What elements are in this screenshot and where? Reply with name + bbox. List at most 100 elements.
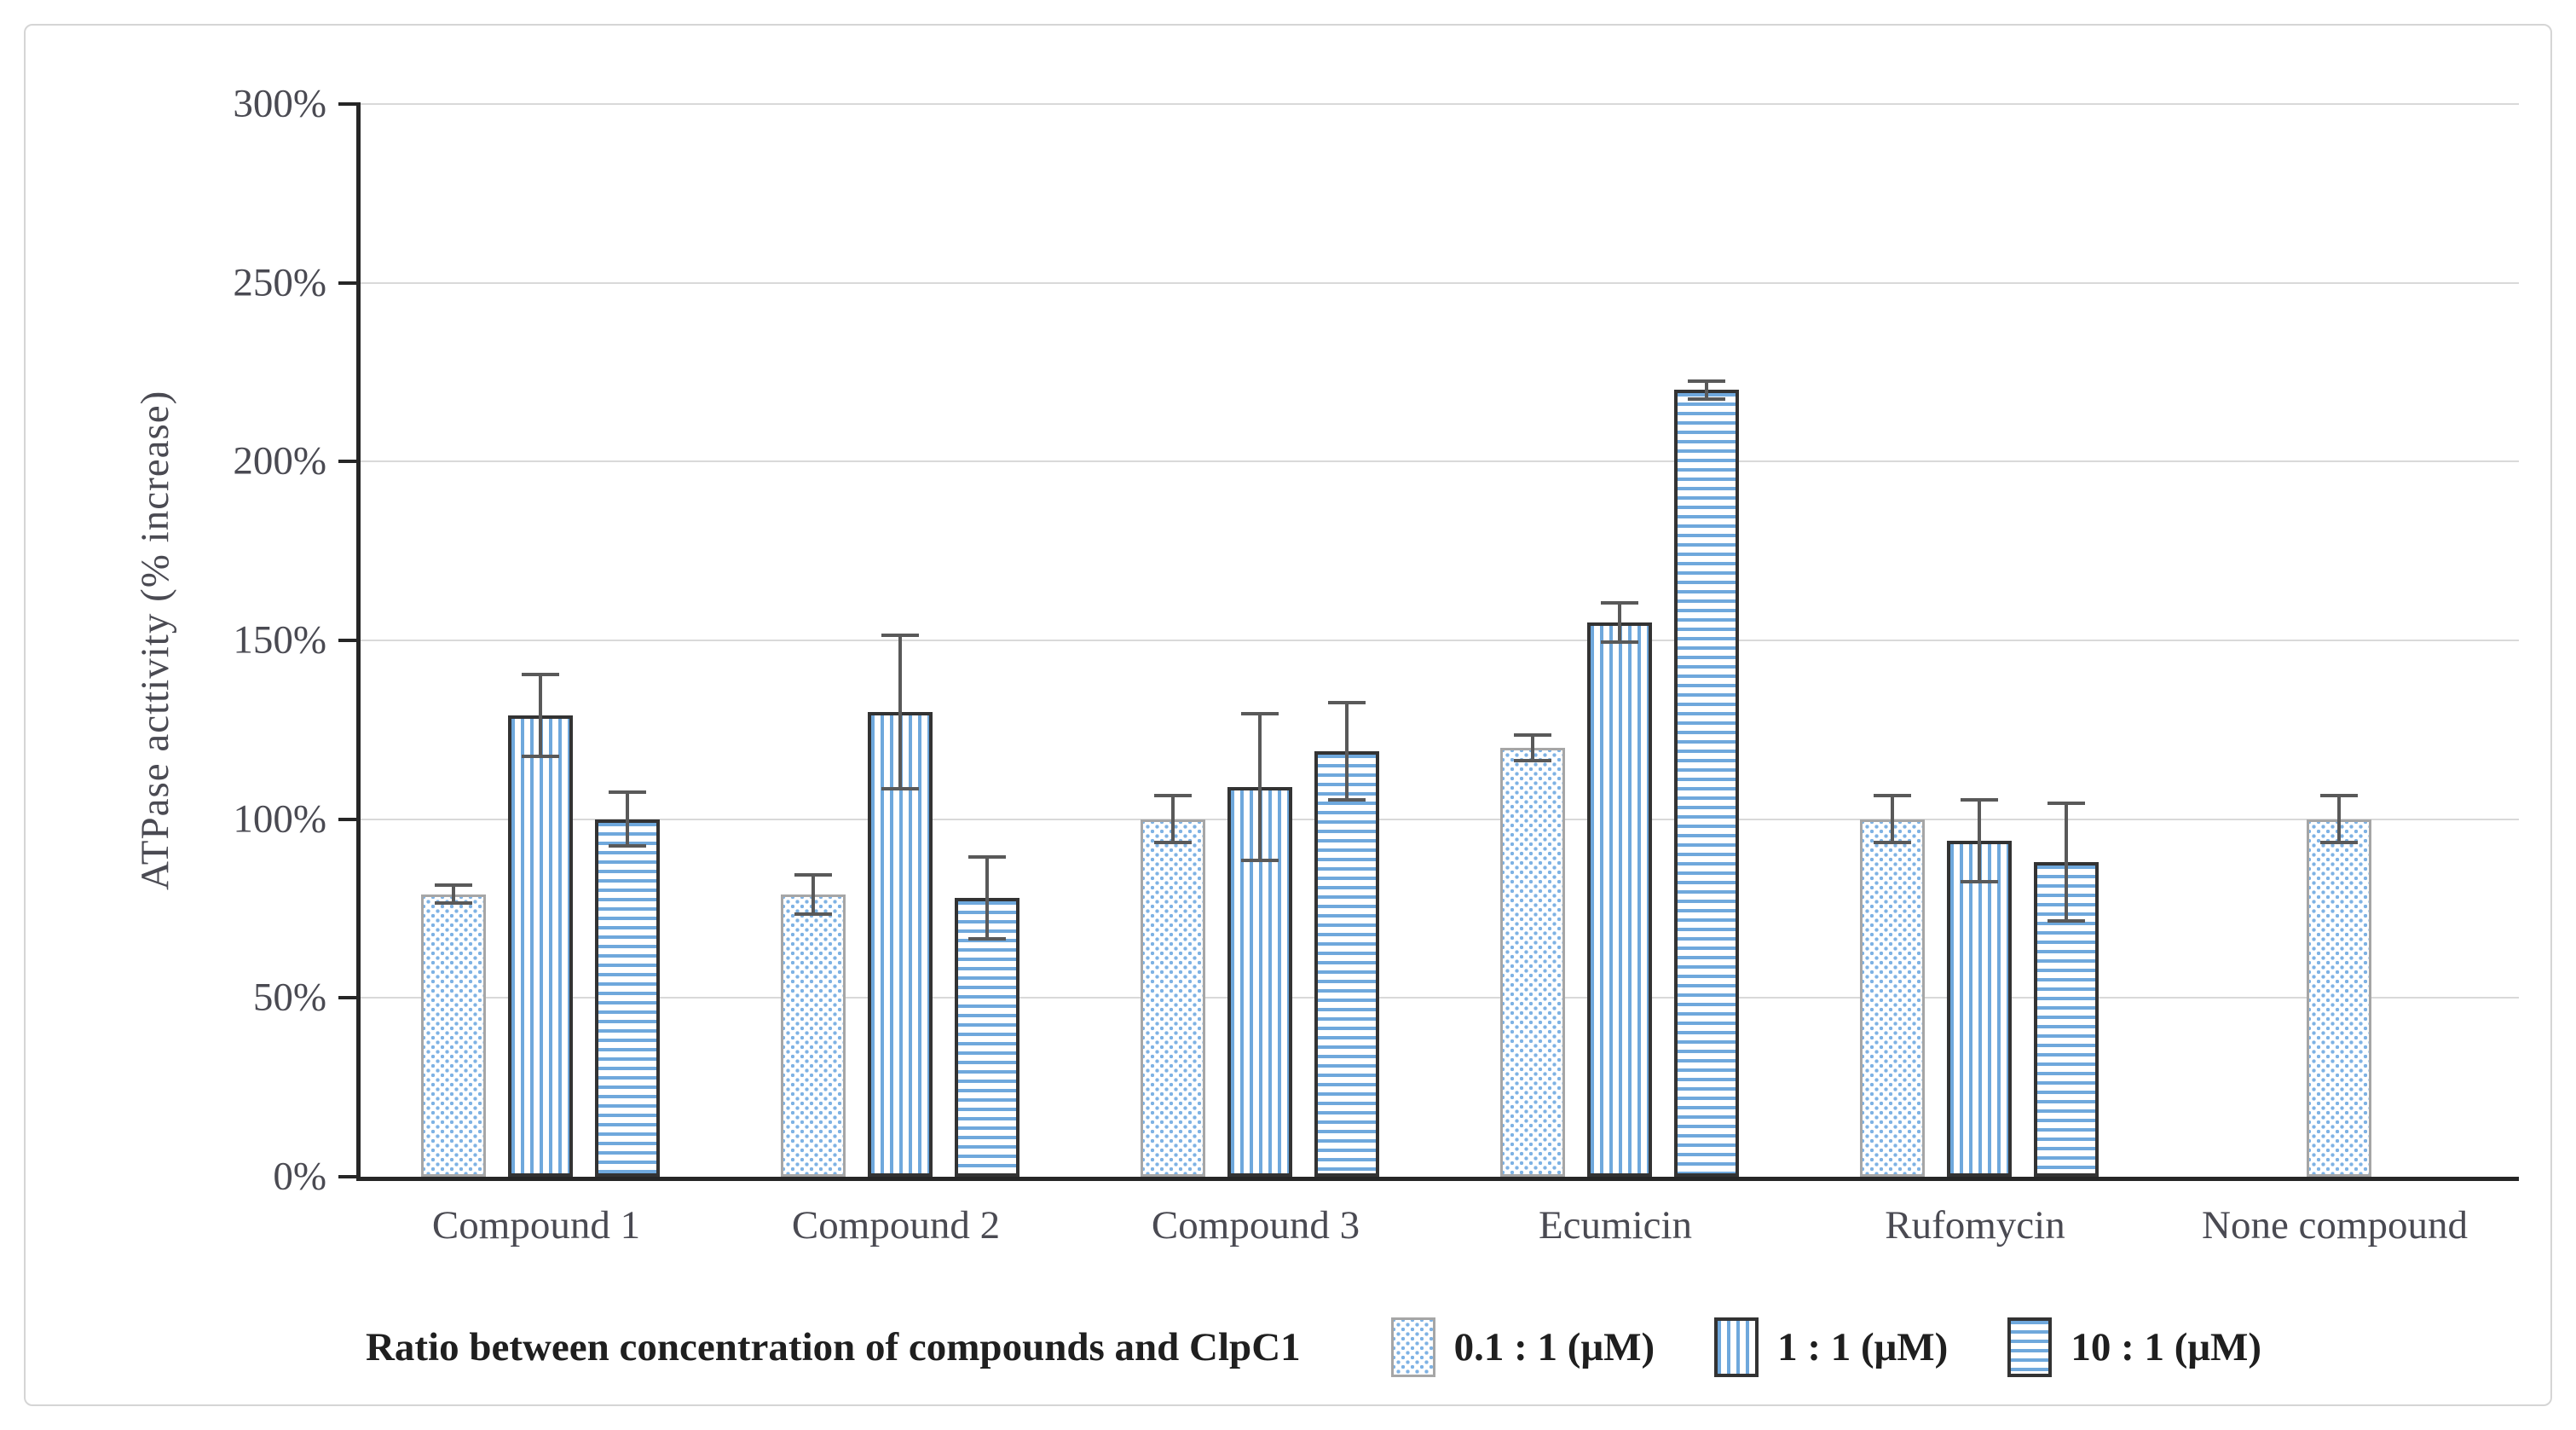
bar-slot xyxy=(1141,104,1205,1177)
error-bar-cap-bottom xyxy=(1241,859,1279,862)
gridline-250% xyxy=(361,281,2519,284)
bar-groups xyxy=(361,104,2519,1177)
error-bar-cap-top xyxy=(1601,600,1638,605)
bar-group-3 xyxy=(1080,104,1440,1177)
bar-slot xyxy=(421,104,486,1177)
error-bar-cap-top xyxy=(968,854,1006,859)
x-category-label: Compound 2 xyxy=(791,1203,1001,1248)
error-bar-stem xyxy=(2337,794,2341,845)
error-bar xyxy=(609,790,646,848)
error-bar-cap-bottom xyxy=(1328,797,1366,802)
bar xyxy=(1314,751,1379,1177)
error-bar-cap-top xyxy=(1154,794,1192,798)
y-tick-label: 0% xyxy=(273,1154,326,1199)
error-bar xyxy=(1961,797,1998,884)
bar xyxy=(508,715,573,1177)
error-bar-cap-top xyxy=(2320,794,2358,798)
bar-slot xyxy=(1674,104,1739,1177)
x-category-label: None compound xyxy=(2202,1203,2468,1248)
bar xyxy=(595,819,660,1177)
bar-slot xyxy=(595,104,660,1177)
bar xyxy=(1141,819,1205,1177)
bar-slot xyxy=(1947,104,2012,1177)
error-bar-cap-top xyxy=(1328,701,1366,705)
bar xyxy=(1674,390,1739,1177)
bar xyxy=(781,894,846,1177)
error-bar-cap-bottom xyxy=(522,755,559,759)
legend-item: 10 : 1 (μM) xyxy=(2007,1317,2261,1377)
y-tick-mark xyxy=(338,460,361,464)
gridline-100% xyxy=(361,818,2519,820)
error-bar-cap-top xyxy=(794,872,832,877)
bar xyxy=(421,894,486,1177)
error-bar-cap-top xyxy=(1241,711,1279,715)
bar-group-1 xyxy=(361,104,720,1177)
y-tick-label: 300% xyxy=(233,81,326,126)
y-tick-label: 200% xyxy=(233,438,326,483)
error-bar xyxy=(1874,794,1911,845)
error-bar-cap-bottom xyxy=(435,901,472,906)
bar-slot xyxy=(1500,104,1565,1177)
error-bar-cap-top xyxy=(1688,379,1725,383)
bar xyxy=(1860,819,1925,1177)
gridline-300% xyxy=(361,103,2519,105)
bar xyxy=(2307,819,2371,1177)
error-bar xyxy=(522,672,559,759)
error-bar xyxy=(794,872,832,916)
error-bar-cap-bottom xyxy=(1514,758,1551,762)
error-bar-cap-bottom xyxy=(968,937,1006,941)
legend-item: 1 : 1 (μM) xyxy=(1714,1317,1948,1377)
y-tick-mark xyxy=(338,1175,361,1178)
error-bar xyxy=(2048,801,2085,923)
error-bar-cap-bottom xyxy=(881,787,919,791)
bar-slot xyxy=(868,104,933,1177)
bar-slot xyxy=(508,104,573,1177)
y-tick-mark xyxy=(338,281,361,285)
error-bar-cap-bottom xyxy=(1961,880,1998,884)
error-bar-cap-top xyxy=(1874,794,1911,798)
y-tick-label: 250% xyxy=(233,260,326,305)
error-bar-stem xyxy=(539,672,542,759)
y-tick-mark xyxy=(338,102,361,106)
error-bar-stem xyxy=(898,633,902,791)
bar xyxy=(1500,747,1565,1177)
legend-swatch-horizontal-stripes-icon xyxy=(2007,1317,2053,1377)
error-bar-cap-bottom xyxy=(1154,841,1192,845)
x-category-label: Rufomycin xyxy=(1885,1203,2065,1248)
y-tick-label: 100% xyxy=(233,796,326,842)
error-bar-stem xyxy=(1891,794,1894,845)
error-bar-cap-top xyxy=(2048,801,2085,805)
error-bar xyxy=(1601,600,1638,645)
bar-slot xyxy=(1587,104,1652,1177)
error-bar xyxy=(435,883,472,906)
bar xyxy=(1947,840,2012,1177)
bar-group-5 xyxy=(1799,104,2159,1177)
error-bar xyxy=(968,854,1006,941)
error-bar-cap-top xyxy=(1961,797,1998,802)
error-bar-stem xyxy=(1705,379,1708,402)
error-bar-cap-bottom xyxy=(2320,841,2358,845)
gridline-200% xyxy=(361,460,2519,463)
error-bar-cap-bottom xyxy=(794,912,832,916)
bar-group-6 xyxy=(2159,104,2519,1177)
error-bar-cap-bottom xyxy=(2048,919,2085,923)
y-tick-label: 50% xyxy=(252,975,326,1020)
bar xyxy=(955,897,1019,1177)
error-bar xyxy=(1154,794,1192,845)
error-bar-stem xyxy=(1531,733,1534,762)
error-bar-stem xyxy=(1618,600,1621,645)
bar-slot xyxy=(1314,104,1379,1177)
gridline-50% xyxy=(361,997,2519,999)
legend-swatch-dots-icon xyxy=(1390,1317,1435,1377)
error-bar-cap-bottom xyxy=(1688,397,1725,402)
legend-swatch-vertical-stripes-icon xyxy=(1714,1317,1759,1377)
error-bar xyxy=(1514,733,1551,762)
x-axis-category-labels: Compound 1 Compound 2 Compound 3 Ecumicin Ru… xyxy=(356,1202,2515,1248)
y-tick-mark xyxy=(338,817,361,821)
error-bar-stem xyxy=(811,872,815,916)
error-bar xyxy=(881,633,919,791)
error-bar xyxy=(1688,379,1725,402)
y-tick-label: 150% xyxy=(233,617,326,663)
error-bar-stem xyxy=(1258,711,1262,862)
legend-item-label: 10 : 1 (μM) xyxy=(2071,1325,2262,1369)
